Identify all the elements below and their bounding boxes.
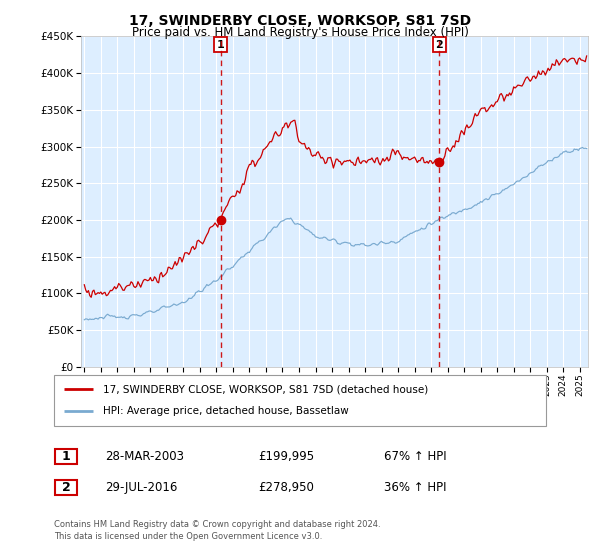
Text: 1: 1 <box>217 40 224 50</box>
Text: 17, SWINDERBY CLOSE, WORKSOP, S81 7SD (detached house): 17, SWINDERBY CLOSE, WORKSOP, S81 7SD (d… <box>103 384 428 394</box>
FancyBboxPatch shape <box>54 375 546 426</box>
Text: Contains HM Land Registry data © Crown copyright and database right 2024.: Contains HM Land Registry data © Crown c… <box>54 520 380 529</box>
Text: 2: 2 <box>436 40 443 50</box>
FancyBboxPatch shape <box>55 449 77 464</box>
Text: 28-MAR-2003: 28-MAR-2003 <box>105 450 184 463</box>
Text: This data is licensed under the Open Government Licence v3.0.: This data is licensed under the Open Gov… <box>54 532 322 541</box>
Text: 1: 1 <box>62 450 70 463</box>
Text: 17, SWINDERBY CLOSE, WORKSOP, S81 7SD: 17, SWINDERBY CLOSE, WORKSOP, S81 7SD <box>129 14 471 28</box>
FancyBboxPatch shape <box>55 479 77 495</box>
Text: £278,950: £278,950 <box>258 480 314 494</box>
Text: £199,995: £199,995 <box>258 450 314 463</box>
Text: 2: 2 <box>62 480 70 494</box>
Text: 36% ↑ HPI: 36% ↑ HPI <box>384 480 446 494</box>
Text: 29-JUL-2016: 29-JUL-2016 <box>105 480 178 494</box>
Text: HPI: Average price, detached house, Bassetlaw: HPI: Average price, detached house, Bass… <box>103 407 349 417</box>
Text: Price paid vs. HM Land Registry's House Price Index (HPI): Price paid vs. HM Land Registry's House … <box>131 26 469 39</box>
Text: 67% ↑ HPI: 67% ↑ HPI <box>384 450 446 463</box>
